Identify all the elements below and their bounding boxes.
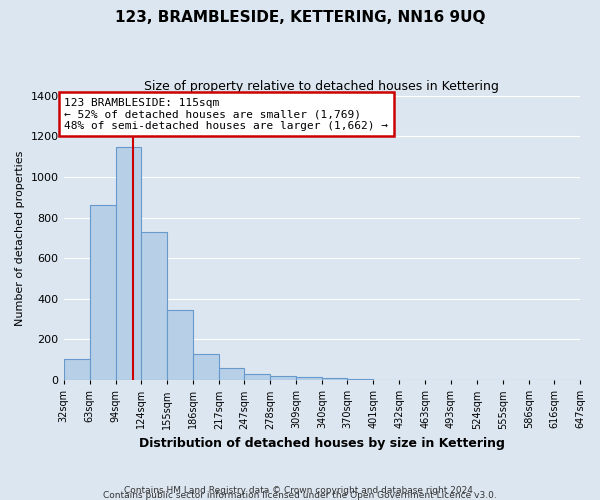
Bar: [219, 368, 244, 380]
Bar: [89, 206, 116, 380]
Bar: [270, 376, 296, 380]
Text: Contains HM Land Registry data © Crown copyright and database right 2024.: Contains HM Land Registry data © Crown c…: [124, 486, 476, 495]
Bar: [193, 354, 219, 380]
Text: 123, BRAMBLESIDE, KETTERING, NN16 9UQ: 123, BRAMBLESIDE, KETTERING, NN16 9UQ: [115, 10, 485, 25]
Y-axis label: Number of detached properties: Number of detached properties: [15, 150, 25, 326]
X-axis label: Distribution of detached houses by size in Kettering: Distribution of detached houses by size …: [139, 437, 505, 450]
Bar: [167, 310, 193, 380]
Bar: [322, 378, 347, 380]
Bar: [116, 148, 141, 380]
Bar: [141, 232, 167, 380]
Bar: [244, 374, 270, 380]
Text: 123 BRAMBLESIDE: 115sqm
← 52% of detached houses are smaller (1,769)
48% of semi: 123 BRAMBLESIDE: 115sqm ← 52% of detache…: [64, 98, 388, 131]
Bar: [347, 379, 373, 380]
Bar: [296, 377, 322, 380]
Text: Contains public sector information licensed under the Open Government Licence v3: Contains public sector information licen…: [103, 491, 497, 500]
Bar: [64, 359, 89, 380]
Title: Size of property relative to detached houses in Kettering: Size of property relative to detached ho…: [145, 80, 499, 93]
